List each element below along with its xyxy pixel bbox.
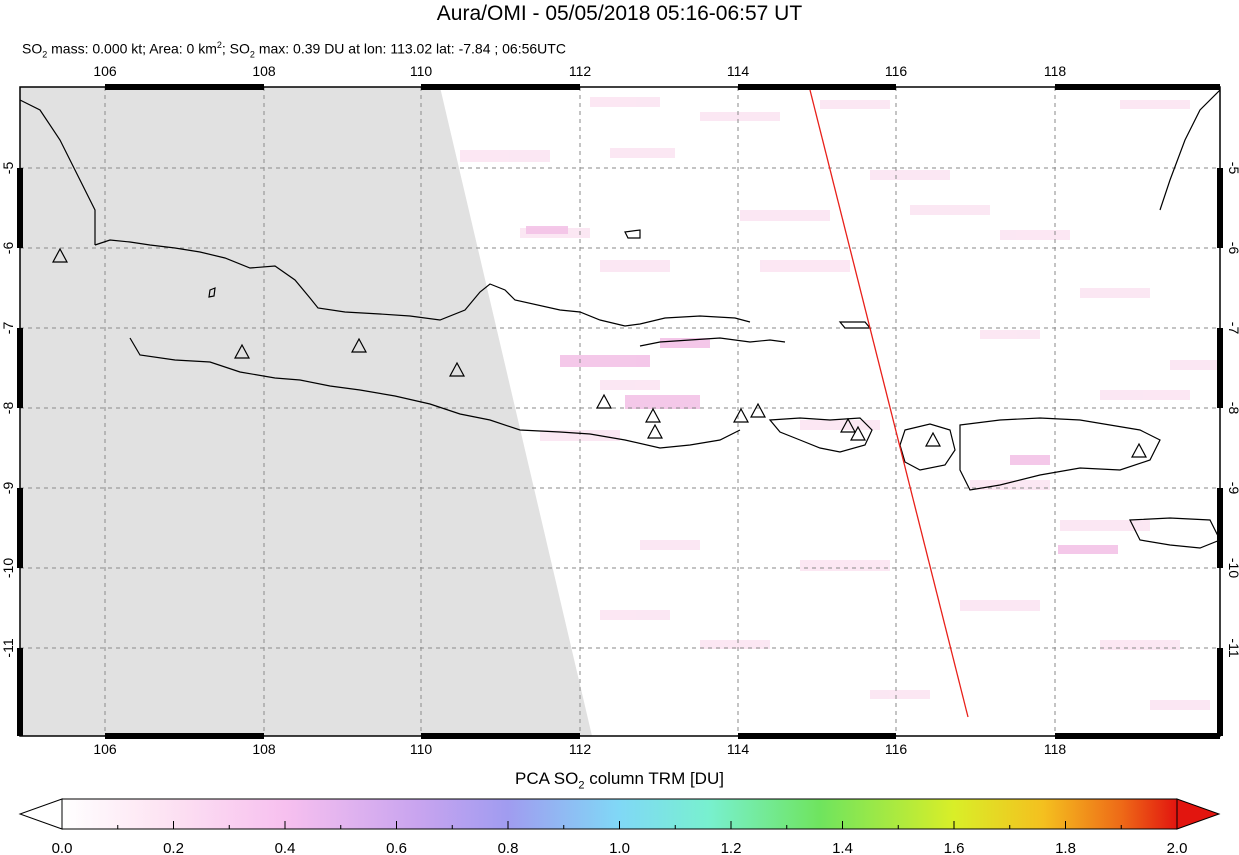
colorbar-tick-label: 1.8: [1055, 840, 1076, 855]
sumba: [1129, 517, 1220, 549]
lon-label-bottom: 108: [252, 741, 276, 757]
frame-tick-segment: [738, 84, 896, 90]
frame-tick-segment: [17, 648, 23, 736]
lat-label-left: -7: [0, 322, 16, 335]
frame-tick-segment: [1055, 733, 1220, 739]
lat-label-left: -6: [0, 242, 16, 255]
colorbar-tick-label: 0.2: [163, 840, 184, 855]
lon-label-top: 114: [727, 63, 750, 79]
lon-label-bottom: 116: [885, 741, 908, 757]
lat-label-right: -6: [1226, 242, 1239, 255]
lon-label-bottom: 118: [1044, 741, 1067, 757]
colorbar-max-arrow: [1176, 798, 1221, 830]
volcano-triangle-icon: [595, 393, 613, 409]
frame-tick-segment: [1055, 84, 1220, 90]
bali: [768, 417, 873, 453]
sulawesi-edge: [1159, 89, 1220, 211]
so2-pixel-hotspots: [526, 226, 1118, 554]
sumatra-tip: [20, 99, 96, 245]
java-south-coast: [129, 337, 741, 449]
so2-summary: SO2 mass: 0.000 kt; Area: 0 km2; SO2 max…: [22, 40, 566, 60]
volcano-triangle-icon: [646, 423, 664, 439]
lat-label-left: -8: [0, 402, 16, 415]
map-frame: [19, 86, 1221, 737]
lon-label-top: 116: [885, 63, 908, 79]
lat-label-right: -7: [1226, 322, 1239, 335]
lat-label-right: -8: [1226, 402, 1239, 415]
lon-label-bottom: 112: [569, 741, 592, 757]
colorbar-tick-label: 2.0: [1167, 840, 1188, 855]
frame-tick-segment: [1217, 648, 1223, 736]
lat-label-left: -11: [0, 638, 16, 657]
lat-label-left: -9: [0, 482, 16, 495]
lat-label-right: -10: [1226, 558, 1239, 578]
volcano-triangle-icon: [350, 337, 368, 353]
madura: [639, 337, 786, 347]
volcano-triangle-icon: [51, 247, 69, 263]
volcano-triangle-icon: [233, 343, 251, 359]
frame-tick-segment: [105, 84, 264, 90]
map-frame-ticks: [17, 84, 1223, 739]
frame-tick-segment: [1217, 488, 1223, 568]
colorbar-tick-label: 0.6: [386, 840, 407, 855]
lat-label-right: -11: [1226, 638, 1239, 657]
volcano-triangle-icon: [839, 417, 857, 433]
lon-label-top: 108: [252, 63, 276, 79]
lon-label-bottom: 106: [93, 741, 117, 757]
lat-label-left: -5: [0, 162, 16, 175]
volcano-triangle-icon: [924, 431, 942, 447]
lon-label-bottom: 114: [727, 741, 750, 757]
lon-label-top: 118: [1044, 63, 1067, 79]
lon-label-top: 112: [569, 63, 592, 79]
sumbawa: [959, 417, 1161, 491]
colorbar-title: PCA SO2 column TRM [DU]: [515, 769, 724, 792]
frame-tick-segment: [421, 733, 580, 739]
volcano-triangle-icon: [732, 407, 750, 423]
colorbar: 0.0 0.2 0.4 0.6 0.8 1.0 1.2 1.4 1.6 1.8 …: [18, 798, 1221, 855]
frame-tick-segment: [421, 84, 580, 90]
frame-tick-segment: [17, 488, 23, 568]
colorbar-tick-label: 1.4: [832, 840, 853, 855]
frame-tick-segment: [1217, 328, 1223, 408]
lon-label-top: 106: [93, 63, 117, 79]
volcano-triangle-icon: [644, 407, 662, 423]
frame-tick-segment: [17, 328, 23, 408]
colorbar-tick-label: 0.8: [498, 840, 519, 855]
volcano-triangle-icon: [1130, 442, 1148, 458]
colorbar-tick-label: 1.0: [609, 840, 630, 855]
frame-tick-segment: [105, 733, 264, 739]
colorbar-tick-label: 1.6: [944, 840, 965, 855]
lat-label-right: -9: [1226, 482, 1239, 495]
volcano-markers: [51, 247, 1148, 458]
volcano-triangle-icon: [448, 361, 466, 377]
volcano-triangle-icon: [749, 402, 767, 418]
lombok: [899, 423, 956, 471]
coastlines: [20, 89, 1220, 549]
map-title: Aura/OMI - 05/05/2018 05:16-06:57 UT: [436, 2, 803, 25]
colorbar-tick-label: 0.4: [275, 840, 296, 855]
frame-tick-segment: [1217, 168, 1223, 248]
java-north-coast: [94, 239, 751, 327]
lat-label-left: -10: [0, 558, 16, 578]
colorbar-tick-label: 1.2: [721, 840, 742, 855]
frame-tick-segment: [738, 733, 896, 739]
lon-label-top: 110: [410, 63, 433, 79]
graticule: [20, 87, 1220, 736]
orbit-track-line: [809, 89, 969, 718]
colorbar-tick-label: 0.0: [52, 840, 73, 855]
frame-tick-segment: [17, 168, 23, 248]
volcano-triangle-icon: [849, 425, 867, 441]
lat-label-right: -5: [1226, 162, 1239, 175]
no-data-swath: [20, 87, 592, 736]
colorbar-min-arrow: [18, 798, 63, 830]
lon-label-bottom: 110: [410, 741, 433, 757]
